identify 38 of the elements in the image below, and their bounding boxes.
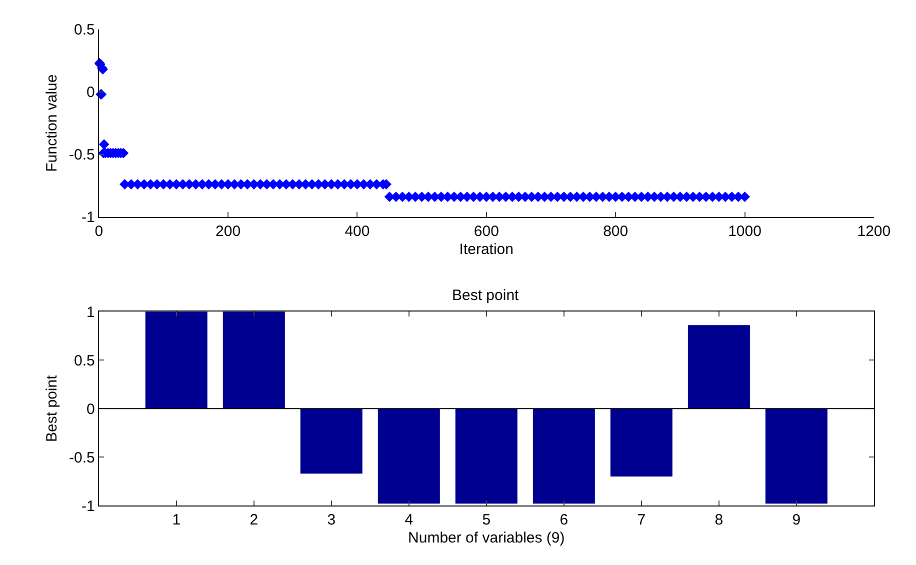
y-tick-label: 0 [86,400,95,418]
bar [532,408,595,504]
x-tick-label: 800 [603,222,628,240]
x-tick-label: 1000 [728,222,762,240]
bar [688,325,750,409]
y-tick-label: 0 [86,84,95,102]
y-axis-title: Best point [43,374,60,442]
x-tick-label: 3 [327,512,336,529]
y-tick-label: -1 [82,209,95,226]
bar [378,408,440,504]
bar [145,312,208,409]
bar [222,312,285,409]
y-tick-label: -1 [82,498,95,515]
x-tick-label: 1 [172,512,181,529]
x-tick-label: 7 [637,512,646,529]
bar [300,408,362,474]
x-tick-label: 6 [560,512,568,529]
x-tick-label: 400 [344,222,370,240]
bar [610,408,672,476]
x-tick-label: 8 [714,512,724,529]
x-tick-label: 1200 [857,222,891,240]
y-tick-label: 1 [86,304,95,321]
y-axis-title: Function value [43,74,60,172]
y-tick-label: 0.5 [74,352,95,370]
bar [455,408,518,504]
y-tick-label: -0.5 [69,146,95,164]
x-tick-label: 5 [482,512,491,529]
x-tick-label: 200 [216,222,241,240]
chart-title: Best point [452,287,520,304]
x-tick-label: 9 [792,512,801,529]
x-tick-label: 600 [474,222,499,240]
bar [765,408,828,504]
y-tick-label: 0.5 [74,22,95,39]
x-axis-title: Number of variables (9) [408,530,565,547]
y-tick-label: -0.5 [69,449,95,466]
x-axis-title: Iteration [459,240,514,258]
x-tick-label: 4 [404,512,414,529]
x-tick-label: 2 [250,512,258,529]
